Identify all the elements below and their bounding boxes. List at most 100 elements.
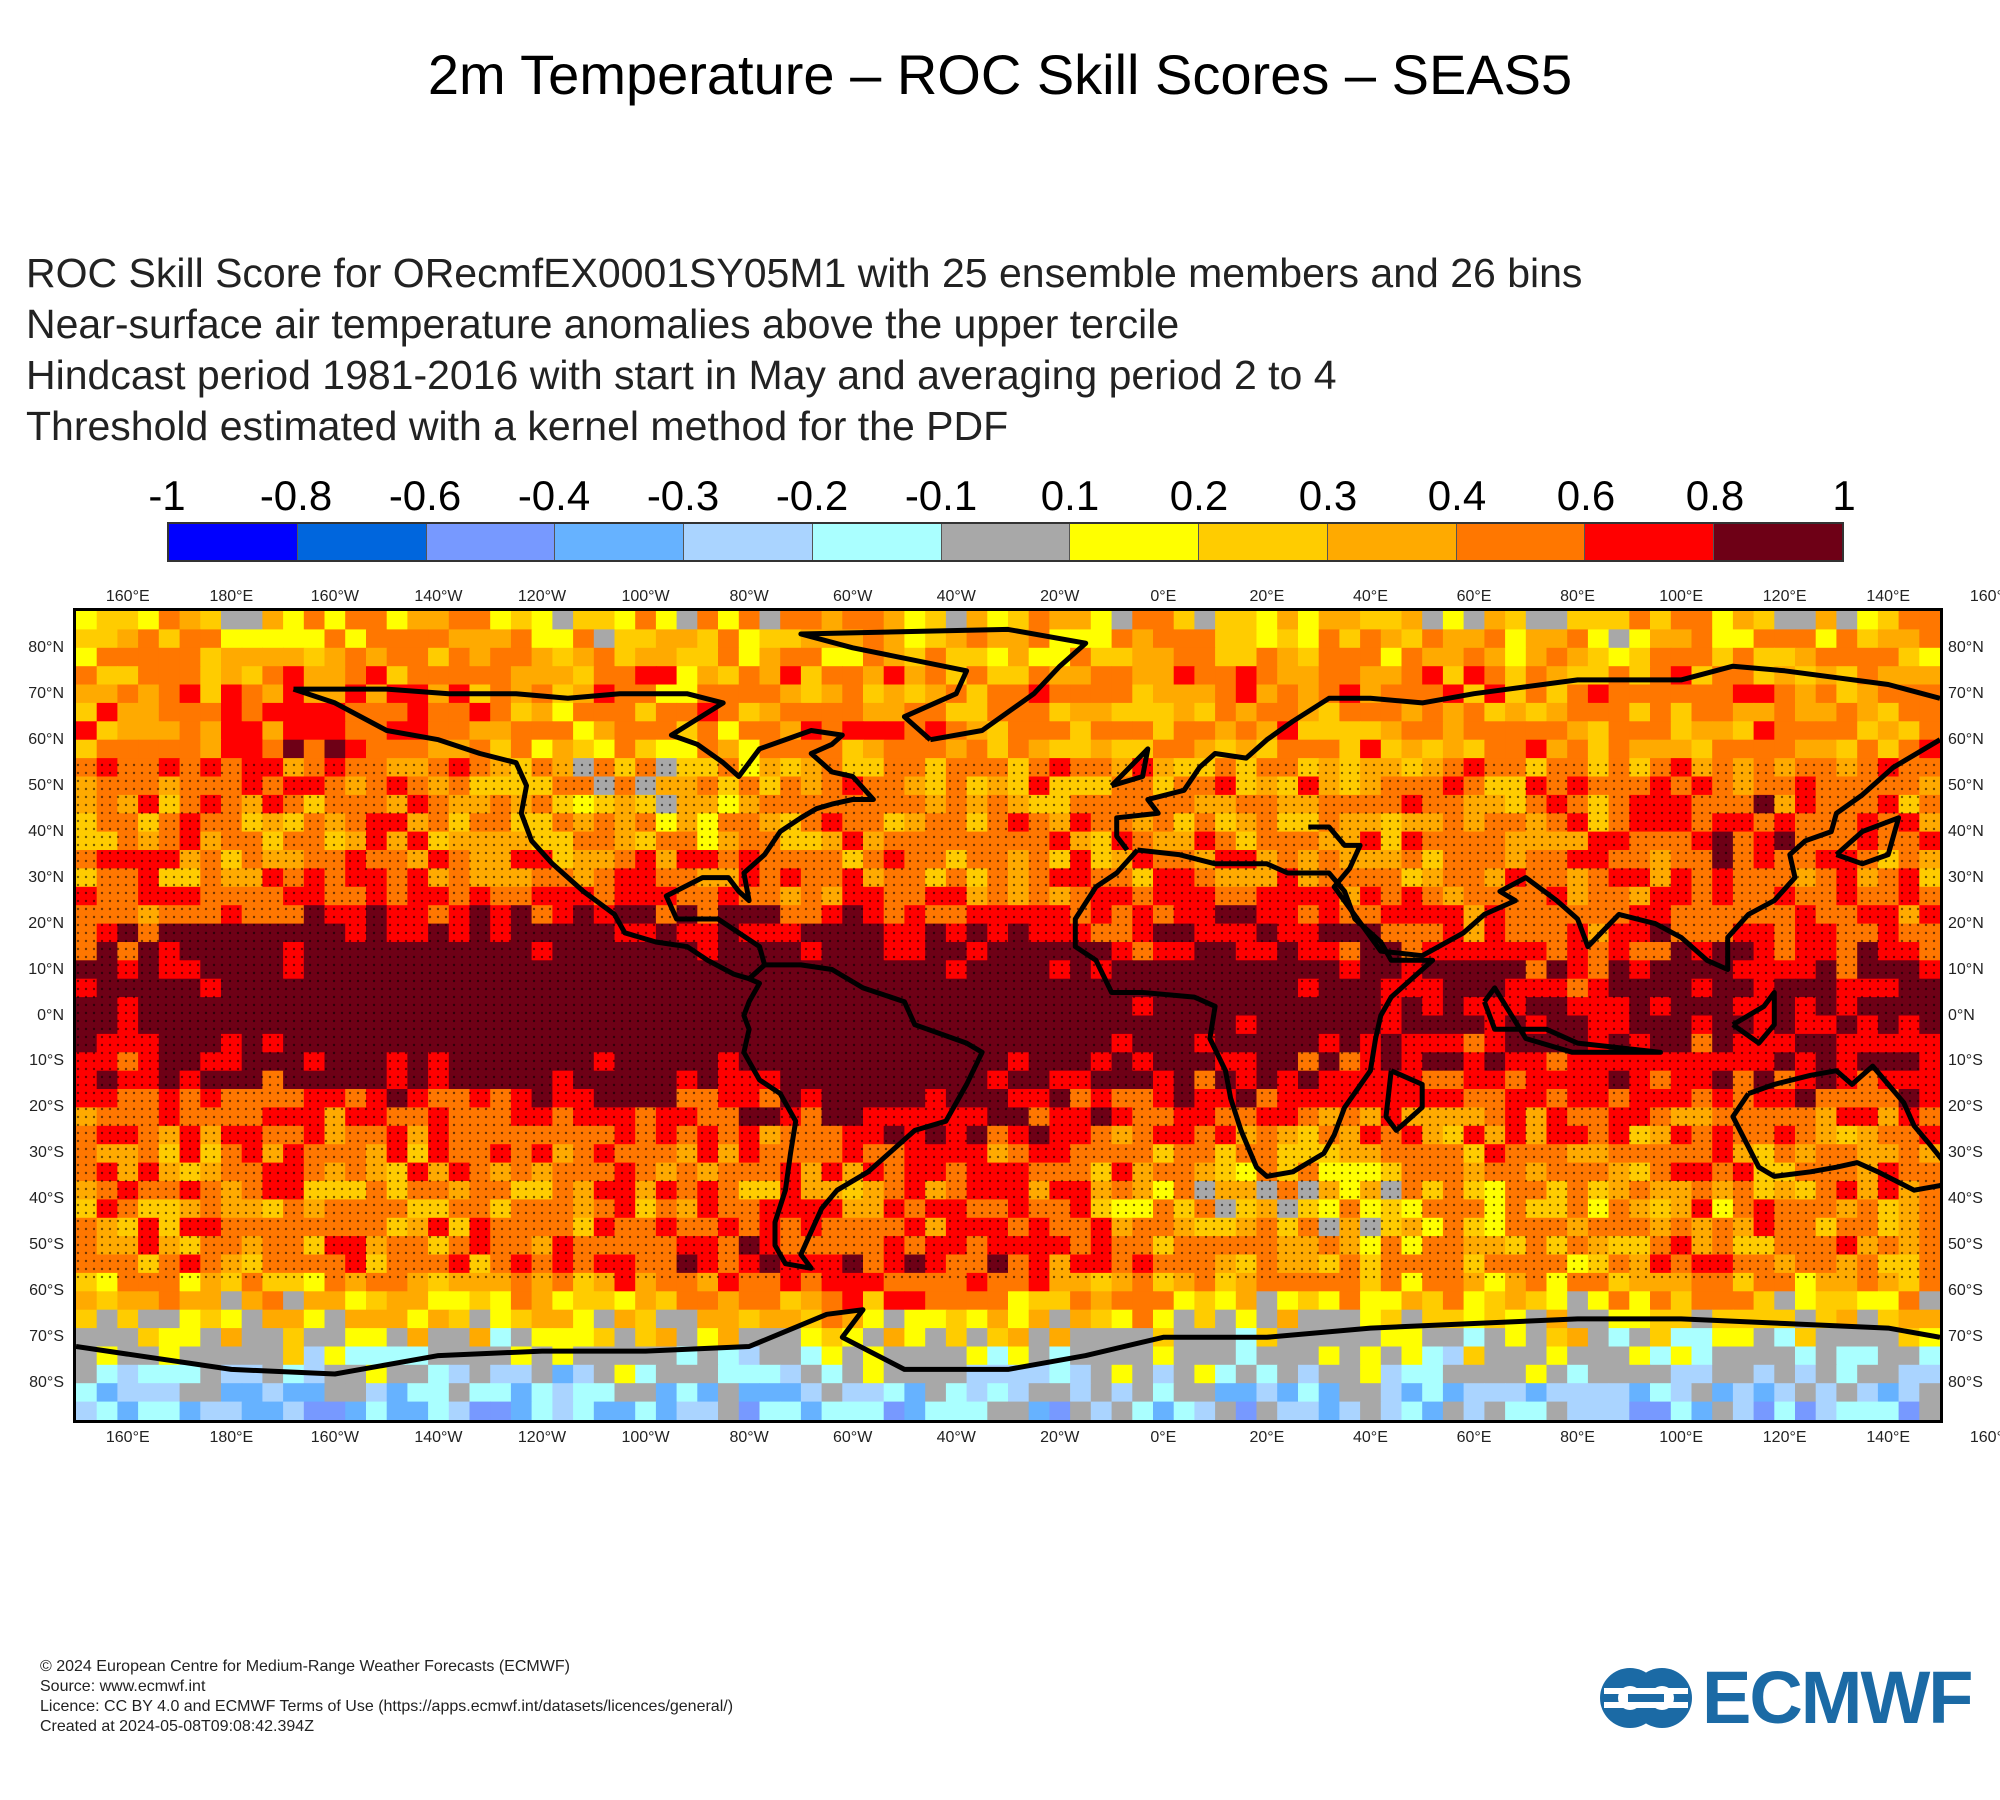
grid-cell [407,1364,429,1384]
grid-cell [158,1328,181,1348]
grid-cell [614,666,636,686]
grid-cell [1194,666,1216,686]
grid-cell [800,1328,823,1348]
grid-cell [1235,629,1258,649]
latitude-tick-label: 70°N [1948,684,1984,702]
grid-cell [1815,647,1837,667]
grid-cell [1670,629,1693,649]
grid-cell [407,629,429,649]
latitude-tick-label: 70°S [29,1328,64,1346]
grid-cell [1712,1346,1734,1366]
grid-cell [1298,666,1320,686]
grid-cell [138,1364,160,1384]
grid-cell [1753,1309,1775,1329]
grid-cell [1836,1401,1858,1420]
grid-cell [1505,1328,1527,1348]
grid-cell [1111,702,1133,722]
grid-cell [1774,1364,1796,1384]
grid-cell [1587,611,1610,630]
grid-cell [1318,702,1340,722]
grid-cell [1442,739,1465,759]
grid-cell [925,1346,947,1366]
grid-cell [676,1383,698,1403]
grid-cell [780,1346,802,1366]
grid-cell [1339,666,1361,686]
grid-cell [366,1309,388,1329]
footer-line-source: Source: www.ecmwf.int [40,1678,206,1695]
latitude-tick-label: 10°S [1948,1052,1983,1070]
skill-score-map [76,611,1940,1420]
grid-cell [821,1401,843,1420]
grid-cell [407,611,429,630]
grid-cell [697,721,719,741]
grid-cell [366,1291,388,1311]
grid-cell [76,1309,98,1329]
grid-cell [117,739,139,759]
plot-subtitle: ROC Skill Score for ORecmfEX0001SY05M1 w… [26,248,1582,452]
grid-cell [1484,629,1506,649]
grid-cell [573,1328,595,1348]
grid-cell [179,1401,201,1420]
grid-cell [655,1364,678,1384]
grid-cell [759,1383,781,1403]
longitude-tick-label: 60°W [833,588,873,605]
grid-cell [966,684,988,704]
grid-cell [1111,1309,1133,1329]
grid-cell [138,1291,160,1311]
grid-cell [987,684,1009,704]
longitude-tick-label: 140°W [414,588,463,605]
colorbar-swatch [297,524,427,560]
grid-cell [759,702,781,722]
grid-cell [510,1383,533,1403]
grid-cell [987,666,1009,686]
grid-cell [1650,1328,1672,1348]
grid-cell [655,1328,678,1348]
grid-cell [1774,1346,1796,1366]
grid-cell [1463,1383,1485,1403]
grid-cell [1235,1291,1258,1311]
grid-cell [1153,721,1175,741]
grid-cell [469,702,491,722]
grid-cell [96,1364,118,1384]
grid-cell [76,611,98,630]
grid-cell [759,1309,781,1329]
grid-cell [324,1346,346,1366]
grid-cell [945,1291,968,1311]
grid-cell [490,647,512,667]
grid-cell [1753,1328,1775,1348]
grid-cell [1650,1346,1672,1366]
grid-cell [1877,684,1900,704]
grid-cell [469,1383,491,1403]
grid-cell [1380,1309,1403,1329]
grid-cell [1608,1364,1630,1384]
grid-cell [1028,702,1050,722]
grid-cell [241,666,263,686]
grid-cell [1132,702,1154,722]
grid-cell [593,702,616,722]
grid-cell [821,647,843,667]
grid-cell [1898,647,1920,667]
grid-cell [241,1383,263,1403]
grid-cell [552,1309,574,1329]
grid-cell [1401,1346,1423,1366]
grid-cell [821,1364,843,1384]
grid-cell [759,1364,781,1384]
latitude-tick-label: 30°N [1948,868,1984,886]
grid-cell [1442,1364,1465,1384]
grid-cell [96,629,118,649]
latitude-tick-label: 80°S [1948,1374,1983,1392]
grid-cell [1090,721,1113,741]
grid-cell [1650,702,1672,722]
grid-cell [1525,1364,1548,1384]
grid-cell [96,666,118,686]
grid-cell [1857,1346,1879,1366]
grid-cell [1360,1309,1382,1329]
grid-cell [863,1309,885,1329]
grid-cell [1815,629,1837,649]
grid-cell [614,629,636,649]
grid-cell [1919,1309,1940,1329]
grid-cell [1732,1291,1755,1311]
grid-cell [1877,611,1900,630]
grid-cell [303,1401,326,1420]
grid-cell [138,1401,160,1420]
